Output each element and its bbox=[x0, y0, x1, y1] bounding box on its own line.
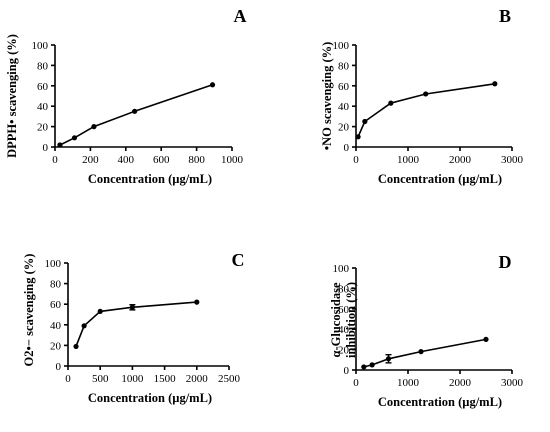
x-tick-label: 2000 bbox=[449, 377, 472, 389]
panel-label: C bbox=[232, 250, 245, 270]
data-point bbox=[71, 135, 78, 141]
y-axis-label: •NO scavenging (%) bbox=[320, 42, 334, 151]
x-tick-label: 0 bbox=[353, 377, 359, 389]
y-tick-label: 0 bbox=[344, 365, 350, 377]
data-point bbox=[423, 91, 429, 97]
series-line bbox=[363, 338, 487, 368]
data-point bbox=[361, 364, 367, 370]
y-tick-label: 60 bbox=[50, 299, 62, 311]
data-point bbox=[362, 118, 368, 125]
x-tick-label: 0 bbox=[52, 154, 58, 166]
y-tick-label: 100 bbox=[333, 263, 350, 275]
x-tick-label: 1500 bbox=[154, 373, 177, 385]
x-axis-label: Concentration (µg/mL) bbox=[378, 395, 502, 409]
x-tick-label: 400 bbox=[118, 154, 135, 166]
y-axis-label: DPPH• scavenging (%) bbox=[5, 34, 19, 158]
x-tick-label: 1000 bbox=[397, 377, 420, 389]
x-tick-label: 500 bbox=[92, 373, 109, 385]
data-point bbox=[369, 362, 375, 368]
data-point bbox=[209, 82, 216, 88]
data-point bbox=[194, 299, 200, 305]
y-tick-label: 0 bbox=[43, 142, 49, 154]
y-tick-label: 20 bbox=[50, 340, 62, 352]
y-tick-label: 40 bbox=[50, 320, 62, 332]
data-point bbox=[492, 81, 498, 87]
x-axis-label: Concentration (µg/mL) bbox=[88, 391, 212, 405]
data-point bbox=[81, 323, 87, 329]
x-tick-label: 1000 bbox=[121, 373, 144, 385]
y-tick-label: 0 bbox=[344, 142, 350, 154]
data-point bbox=[91, 124, 97, 130]
panel-label: A bbox=[234, 6, 247, 26]
x-tick-label: 1000 bbox=[397, 154, 420, 166]
y-axis-label: O2•− scavenging (%) bbox=[22, 254, 36, 367]
data-point bbox=[73, 343, 79, 350]
y-tick-label: 80 bbox=[50, 279, 62, 291]
y-tick-label: 80 bbox=[338, 60, 350, 72]
x-tick-label: 0 bbox=[65, 373, 71, 385]
y-tick-label: 20 bbox=[37, 122, 49, 134]
x-axis-label: Concentration (µg/mL) bbox=[88, 172, 212, 186]
y-tick-label: 20 bbox=[338, 122, 350, 134]
y-tick-label: 40 bbox=[37, 101, 49, 113]
x-tick-label: 0 bbox=[353, 154, 359, 166]
x-axis-label: Concentration (µg/mL) bbox=[378, 172, 502, 186]
y-tick-label: 100 bbox=[45, 258, 62, 270]
y-tick-label: 0 bbox=[56, 361, 62, 373]
y-tick-label: 20 bbox=[338, 345, 350, 357]
x-tick-label: 800 bbox=[188, 154, 205, 166]
series-line bbox=[59, 84, 213, 146]
y-axis-label: α-Glucosidaseinhibition (%) bbox=[329, 282, 358, 358]
x-tick-label: 3000 bbox=[501, 154, 524, 166]
x-tick-label: 2500 bbox=[218, 373, 241, 385]
data-point bbox=[388, 100, 394, 106]
y-tick-label: 60 bbox=[338, 304, 350, 316]
y-tick-label: 80 bbox=[37, 60, 49, 72]
x-tick-label: 1000 bbox=[221, 154, 244, 166]
data-point bbox=[418, 349, 424, 355]
y-tick-label: 100 bbox=[333, 40, 350, 52]
panel-label: D bbox=[499, 252, 512, 272]
y-tick-label: 40 bbox=[338, 324, 350, 336]
data-point bbox=[57, 142, 63, 148]
y-tick-label: 40 bbox=[338, 101, 350, 113]
x-tick-label: 2000 bbox=[186, 373, 209, 385]
x-tick-label: 2000 bbox=[449, 154, 472, 166]
data-point bbox=[483, 336, 489, 342]
y-tick-label: 60 bbox=[37, 81, 49, 93]
data-point bbox=[97, 308, 103, 315]
series-line bbox=[75, 301, 197, 347]
x-tick-label: 3000 bbox=[501, 377, 524, 389]
y-tick-label: 60 bbox=[338, 81, 350, 93]
data-point bbox=[132, 108, 138, 114]
x-tick-label: 600 bbox=[153, 154, 170, 166]
y-tick-label: 100 bbox=[32, 40, 49, 52]
data-point bbox=[129, 304, 135, 310]
panel-label: B bbox=[499, 6, 511, 26]
x-tick-label: 200 bbox=[82, 154, 99, 166]
data-point bbox=[385, 356, 392, 362]
y-tick-label: 80 bbox=[338, 283, 350, 295]
data-point bbox=[355, 134, 361, 140]
